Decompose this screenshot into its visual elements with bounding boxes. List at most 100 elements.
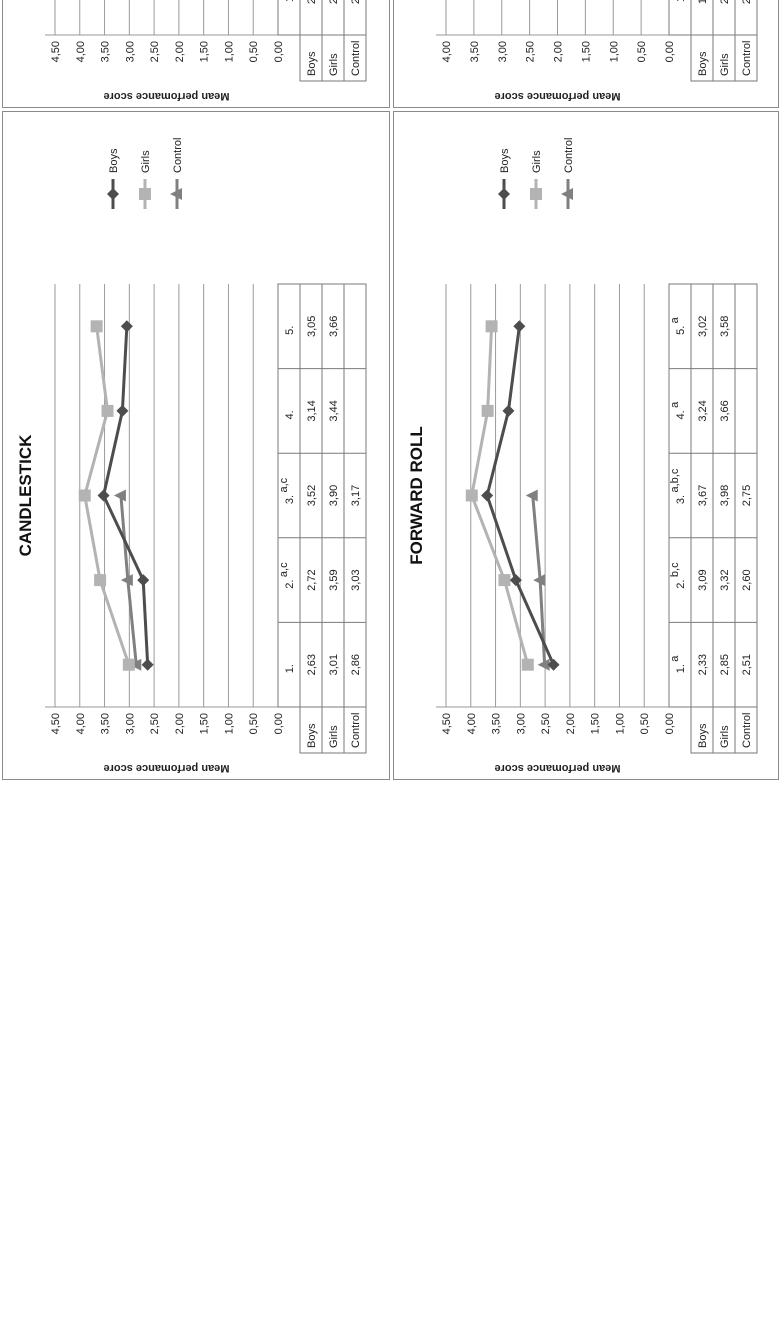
legend-label-control: Control	[172, 138, 184, 173]
table-row-name: Girls	[719, 53, 731, 76]
point-boys	[141, 658, 154, 671]
data-label: 2,75	[741, 485, 753, 506]
category-superscript: a,c	[278, 562, 290, 577]
data-label: 3,09	[697, 569, 709, 590]
point-boys	[481, 489, 494, 502]
table-row-name: Control	[741, 713, 753, 748]
legend-label-boys: Boys	[108, 148, 120, 173]
chart-title: CANDLESTICK	[16, 434, 35, 557]
data-table: 1.b2.3.b,c4.a5.aBoys2,402,973,803,213,05…	[277, 0, 367, 82]
data-label: 2,85	[719, 654, 731, 675]
y-tick-label: 2,50	[540, 713, 552, 734]
table-row-name: Control	[741, 41, 753, 76]
data-label: 3,44	[328, 400, 340, 421]
y-tick-label: 0,50	[636, 41, 648, 62]
y-tick-label: 2,50	[149, 41, 161, 62]
category-label: 4.	[284, 410, 296, 419]
y-tick-label: 4,00	[466, 713, 478, 734]
point-girls	[78, 489, 91, 502]
y-tick-label: 1,00	[614, 713, 626, 734]
category-superscript: a	[669, 401, 681, 408]
y-tick-label: 4,00	[75, 713, 87, 734]
legend-label-girls: Girls	[531, 150, 543, 173]
data-table: 1. 2. a,c 3. a,c 4. 5. Boys 2,63 2,72 3,52 3,14 3,05…	[277, 283, 367, 754]
chart-title: FORWARD ROLL	[407, 426, 426, 565]
data-label: 3,58	[719, 316, 731, 337]
table-row-name: Girls	[328, 725, 340, 748]
y-tick-label: 0,50	[639, 713, 651, 734]
table-row-name: Control	[350, 41, 362, 76]
legend-label-boys: Boys	[499, 148, 511, 173]
point-control	[129, 658, 142, 671]
y-axis-label: Mean perfomance score	[495, 90, 621, 102]
category-label: 2.	[284, 580, 296, 589]
y-tick-label: 0,50	[248, 713, 260, 734]
y-tick-label: 1,00	[608, 41, 620, 62]
panel-cartwheel: CARTWHEELMean perfomance score0,000,501,…	[393, 0, 779, 108]
data-label: 2,63	[306, 654, 318, 675]
y-tick-label: 0,00	[664, 713, 676, 734]
y-tick-label: 2,50	[525, 41, 537, 62]
y-tick-label: 0,00	[664, 41, 676, 62]
y-tick-label: 1,00	[223, 713, 235, 734]
legend-marker-girls	[530, 188, 542, 200]
y-tick-label: 0,00	[273, 713, 285, 734]
y-tick-label: 2,00	[174, 41, 186, 62]
category-label: 2.	[675, 580, 687, 589]
legend-marker-boys	[498, 188, 510, 200]
table-row-name: Boys	[306, 723, 318, 748]
y-tick-label: 4,50	[50, 713, 62, 734]
category-superscript: a,c	[278, 477, 290, 492]
data-label: 2,60	[741, 569, 753, 590]
point-girls	[90, 320, 103, 333]
category-label: 1.	[284, 0, 296, 2]
data-label: 3,24	[697, 400, 709, 421]
table-row-name: Control	[350, 713, 362, 748]
point-boys	[502, 404, 515, 417]
table-row-name: Boys	[697, 51, 709, 76]
category-superscript: b,c	[669, 562, 681, 577]
table-row-name: Boys	[697, 723, 709, 748]
legend-marker-control	[561, 188, 573, 200]
series-line-girls	[470, 326, 530, 666]
y-tick-label: 3,50	[491, 713, 503, 734]
data-label: 2,86	[350, 654, 362, 675]
panel-candlestick: CANDLESTICK Mean perfomance score 0,00 0,50…	[2, 111, 390, 780]
data-label: 3,66	[719, 400, 731, 421]
y-tick-label: 2,00	[565, 713, 577, 734]
data-label: 3,66	[328, 316, 340, 337]
point-control	[537, 658, 550, 671]
point-control	[120, 574, 133, 587]
table-row-name: Girls	[719, 725, 731, 748]
data-label: 2,40	[306, 0, 318, 4]
data-label: 3,52	[306, 485, 318, 506]
point-girls	[498, 574, 511, 587]
y-tick-label: 1,50	[580, 41, 592, 62]
data-label: 3,59	[328, 569, 340, 590]
y-tick-label: 2,00	[174, 713, 186, 734]
data-label: 2,51	[741, 654, 753, 675]
category-label: 5.	[675, 326, 687, 335]
y-tick-label: 1,00	[223, 41, 235, 62]
point-girls	[122, 658, 135, 671]
category-label: 1.	[675, 664, 687, 673]
data-label: 2,97	[350, 0, 362, 4]
point-boys	[116, 404, 129, 417]
data-label: 3,14	[306, 400, 318, 421]
chart-svg: FORWARD ROLL Mean perfomance score 0,00 0,5…	[407, 138, 758, 774]
point-girls	[101, 404, 114, 417]
data-label: 3,32	[719, 569, 731, 590]
legend-marker-boys	[107, 188, 119, 200]
y-tick-label: 2,50	[149, 713, 161, 734]
data-label: 2,33	[697, 654, 709, 675]
y-tick-label: 2,00	[553, 41, 565, 62]
category-label: 3.	[284, 495, 296, 504]
data-label: 3,01	[328, 654, 340, 675]
y-tick-label: 1,50	[590, 713, 602, 734]
point-boys	[513, 320, 526, 333]
y-axis-label: Mean perfomance score	[104, 90, 230, 102]
data-label: 3,02	[697, 316, 709, 337]
point-girls	[521, 658, 534, 671]
legend: Boys Girls Control	[498, 138, 575, 209]
chart-svg: CANDLESTICK Mean perfomance score 0,00 0,50…	[16, 138, 367, 774]
